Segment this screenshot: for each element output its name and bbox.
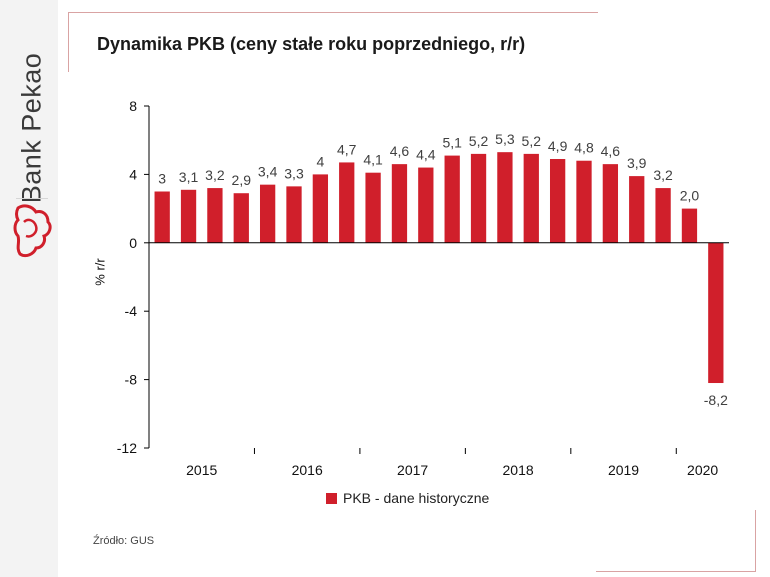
- data-label: 4,9: [548, 138, 568, 154]
- legend-label: PKB - dane historyczne: [343, 490, 490, 506]
- y-tick-label: 4: [129, 166, 137, 182]
- bar: [418, 167, 434, 243]
- bar: [708, 242, 724, 384]
- x-tick-label: 2016: [292, 462, 323, 478]
- chart-legend: PKB - dane historyczne: [326, 490, 489, 506]
- bar: [576, 160, 592, 243]
- bar: [523, 153, 539, 243]
- data-label: 3,3: [284, 165, 304, 181]
- bar: [681, 208, 698, 243]
- bar: [339, 162, 355, 243]
- y-tick-label: -12: [117, 440, 137, 456]
- y-tick-label: -8: [125, 372, 138, 388]
- bar: [312, 174, 329, 243]
- data-label: 4: [316, 153, 324, 169]
- data-label: 3,2: [205, 167, 225, 183]
- bar: [180, 189, 197, 243]
- data-label: 3,1: [179, 169, 199, 185]
- bar: [286, 186, 302, 243]
- y-tick-label: -4: [125, 303, 138, 319]
- bar: [365, 172, 381, 243]
- bar: [154, 191, 170, 243]
- bison-logo-icon: [13, 204, 52, 258]
- bar: [497, 152, 513, 243]
- bar: [629, 176, 645, 243]
- data-label: 4,7: [337, 141, 357, 157]
- bar: [233, 193, 249, 243]
- legend-swatch: [326, 492, 337, 504]
- data-label: 3: [158, 171, 166, 187]
- y-tick-label: 0: [129, 235, 137, 251]
- data-label: 5,3: [495, 131, 515, 147]
- logo-divider: [16, 198, 48, 199]
- bank-logo-text: Bank Pekao: [16, 52, 47, 204]
- bar: [207, 188, 223, 243]
- bar: [549, 159, 566, 243]
- bar: [470, 153, 487, 243]
- data-label: 4,4: [416, 147, 436, 163]
- data-label: 5,2: [522, 133, 542, 149]
- x-tick-label: 2020: [687, 462, 718, 478]
- bar: [391, 164, 408, 243]
- frame-line-top: [68, 12, 598, 13]
- source-note: Źródło: GUS: [93, 535, 155, 547]
- data-label: 2,0: [680, 188, 700, 204]
- data-label: 5,1: [442, 135, 462, 151]
- y-axis-label: % r/r: [92, 258, 108, 286]
- data-label: 2,9: [232, 172, 252, 188]
- chart-title: Dynamika PKB (ceny stałe roku poprzednie…: [97, 34, 526, 54]
- bar: [655, 188, 671, 243]
- x-tick-label: 2017: [397, 462, 428, 478]
- data-label: -8,2: [704, 392, 728, 408]
- data-label: 3,4: [258, 164, 278, 180]
- x-tick-label: 2018: [503, 462, 534, 478]
- x-tick-label: 2019: [608, 462, 639, 478]
- data-label: 5,2: [469, 133, 489, 149]
- frame-line-right: [755, 510, 756, 572]
- bar: [444, 155, 460, 243]
- x-tick-label: 2015: [186, 462, 217, 478]
- bank-logo: Bank Pekao: [6, 20, 56, 260]
- data-label: 4,6: [390, 143, 410, 159]
- data-label: 3,2: [653, 167, 673, 183]
- data-label: 4,8: [574, 140, 594, 156]
- left-strip: [0, 0, 58, 577]
- bar: [602, 164, 619, 243]
- y-tick-label: 8: [129, 98, 137, 114]
- frame-line-bottom: [596, 571, 756, 572]
- data-label: 4,1: [363, 152, 383, 168]
- frame-line-left: [68, 12, 69, 72]
- bar: [259, 184, 276, 243]
- data-label: 4,6: [601, 143, 621, 159]
- data-label: 3,9: [627, 155, 647, 171]
